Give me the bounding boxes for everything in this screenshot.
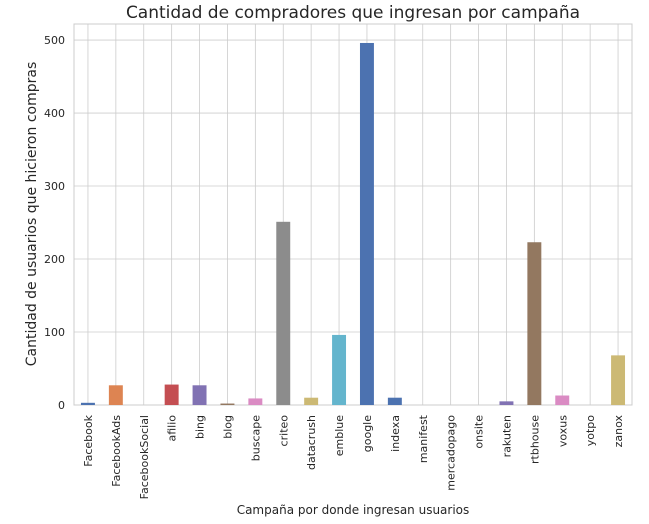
bar-facebook	[80, 402, 95, 405]
x-tick-label: onsite	[473, 415, 486, 449]
x-tick-label: rakuten	[500, 415, 513, 457]
y-tick-label: 300	[44, 180, 65, 193]
x-tick-label: google	[361, 415, 374, 452]
bar-rakuten	[499, 401, 514, 405]
x-tick-label: bing	[194, 415, 207, 439]
x-tick-labels: Facebook FacebookAds FacebookSocial afilio b…	[82, 414, 625, 499]
x-tick-label: Facebook	[82, 414, 95, 466]
y-tick-label: 0	[58, 399, 65, 412]
bar-emblue	[332, 334, 347, 405]
x-tick-label: voxus	[556, 415, 569, 447]
x-tick-label: rtbhouse	[528, 415, 541, 464]
plot-frame	[73, 23, 633, 406]
bar-rtbhouse	[527, 242, 542, 405]
x-tick-label: manifest	[417, 414, 430, 463]
x-tick-label: FacebookAds	[110, 415, 123, 487]
y-axis-label: Cantidad de usuarios que hicieron compra…	[24, 62, 40, 366]
x-tick-label: zanox	[612, 415, 625, 448]
bar-google	[359, 42, 374, 405]
x-tick-label: yotpo	[584, 415, 597, 447]
bar-buscape	[248, 398, 263, 405]
bar-afilio	[164, 384, 179, 405]
x-tick-label: FacebookSocial	[138, 415, 151, 499]
bar-datacrush	[304, 397, 319, 405]
x-tick-label: blog	[221, 415, 234, 439]
bars-group	[80, 42, 626, 405]
x-tick-label: afilio	[166, 415, 179, 442]
x-axis-label: Campaña por donde ingresan usuarios	[237, 503, 470, 517]
bar-criteo	[276, 221, 291, 405]
bar-bing	[192, 385, 207, 405]
bar-voxus	[555, 395, 570, 405]
x-tick-label: datacrush	[305, 415, 318, 470]
y-tick-label: 200	[44, 253, 65, 266]
x-tick-label: mercadopago	[445, 415, 458, 491]
bar-facebookads	[108, 385, 123, 405]
bar-indexa	[387, 397, 402, 405]
y-tick-label: 100	[44, 326, 65, 339]
x-tick-label: indexa	[389, 415, 402, 452]
chart-title: Cantidad de compradores que ingresan por…	[126, 3, 580, 23]
x-tick-label: criteo	[277, 415, 290, 447]
y-tick-label: 500	[44, 34, 65, 47]
x-tick-label: emblue	[333, 415, 346, 456]
y-tick-labels: 0 100 200 300 400 500	[44, 34, 65, 412]
x-tick-label: buscape	[249, 415, 262, 461]
bar-blog	[220, 403, 235, 405]
bar-zanox	[611, 355, 626, 405]
y-tick-label: 400	[44, 107, 65, 120]
